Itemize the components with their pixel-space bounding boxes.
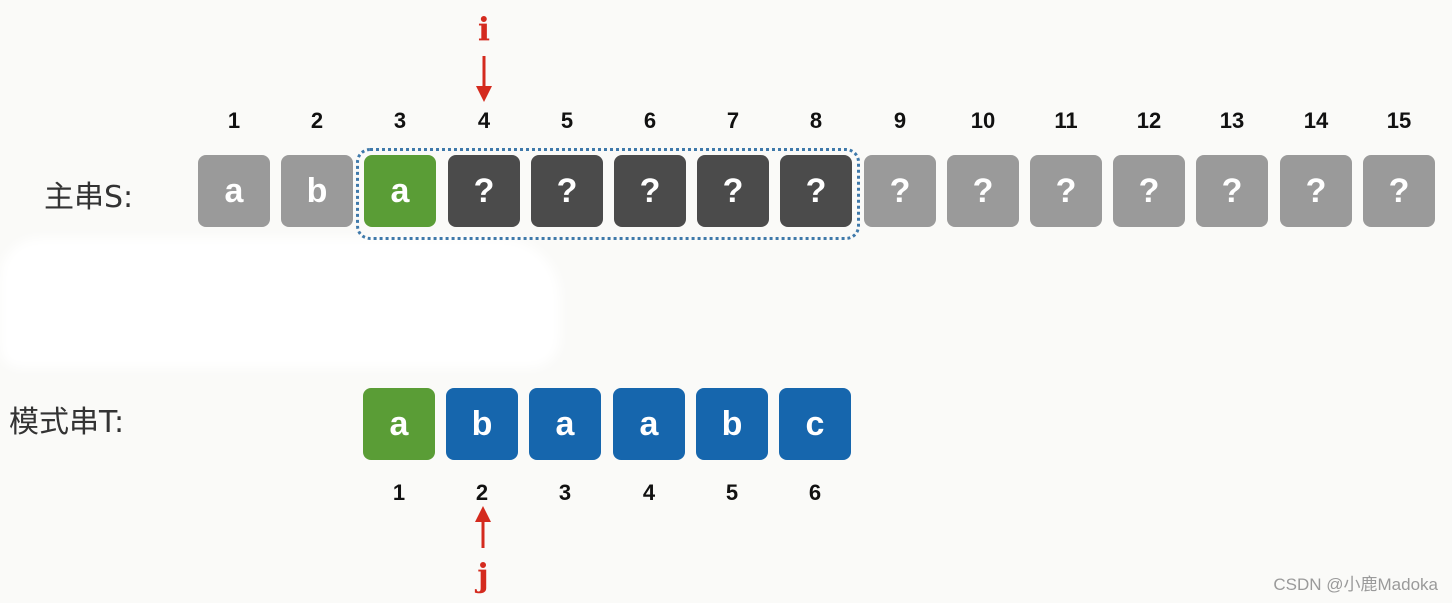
pointer-j-arrow [475,506,491,548]
main-index: 2 [310,108,324,133]
main-cell: ? [1363,155,1435,227]
main-cell: ? [1030,155,1102,227]
main-cell: ? [1280,155,1352,227]
pattern-string-label: 模式串T: [9,405,125,440]
main-cell: a [364,155,436,227]
main-index: 12 [1136,108,1162,133]
pattern-cell: a [529,388,601,460]
main-index: 15 [1386,108,1412,133]
pattern-index: 1 [392,480,406,505]
pattern-cell: a [613,388,685,460]
main-cell: ? [614,155,686,227]
main-index: 14 [1303,108,1329,133]
pattern-cell: a [363,388,435,460]
main-index: 8 [809,108,823,133]
comparison-window [356,148,860,240]
pattern-index: 4 [642,480,656,505]
main-cell: b [281,155,353,227]
pattern-index: 5 [725,480,739,505]
main-cell: ? [864,155,936,227]
pointer-j-label: j [477,556,489,594]
pattern-index: 3 [558,480,572,505]
background-smudge [0,238,560,368]
main-cell: ? [947,155,1019,227]
main-cell: ? [448,155,520,227]
pattern-cell: b [446,388,518,460]
main-index: 3 [393,108,407,133]
main-index: 7 [726,108,740,133]
main-index: 1 [227,108,241,133]
main-cell: ? [531,155,603,227]
pointer-i-arrow [476,56,492,102]
main-cell: ? [697,155,769,227]
watermark: CSDN @小鹿Madoka [1273,575,1438,594]
pattern-cell: b [696,388,768,460]
pattern-index: 2 [475,480,489,505]
main-index: 6 [643,108,657,133]
main-index: 10 [970,108,996,133]
pattern-index: 6 [808,480,822,505]
main-index: 5 [560,108,574,133]
pointer-i-label: i [477,10,491,48]
main-cell: ? [1113,155,1185,227]
main-index: 13 [1219,108,1245,133]
main-index: 11 [1054,108,1078,133]
main-cell: ? [1196,155,1268,227]
main-cell: ? [780,155,852,227]
main-string-label: 主串S: [44,180,134,215]
pattern-cell: c [779,388,851,460]
main-index: 9 [893,108,907,133]
main-cell: a [198,155,270,227]
main-index: 4 [477,108,491,133]
